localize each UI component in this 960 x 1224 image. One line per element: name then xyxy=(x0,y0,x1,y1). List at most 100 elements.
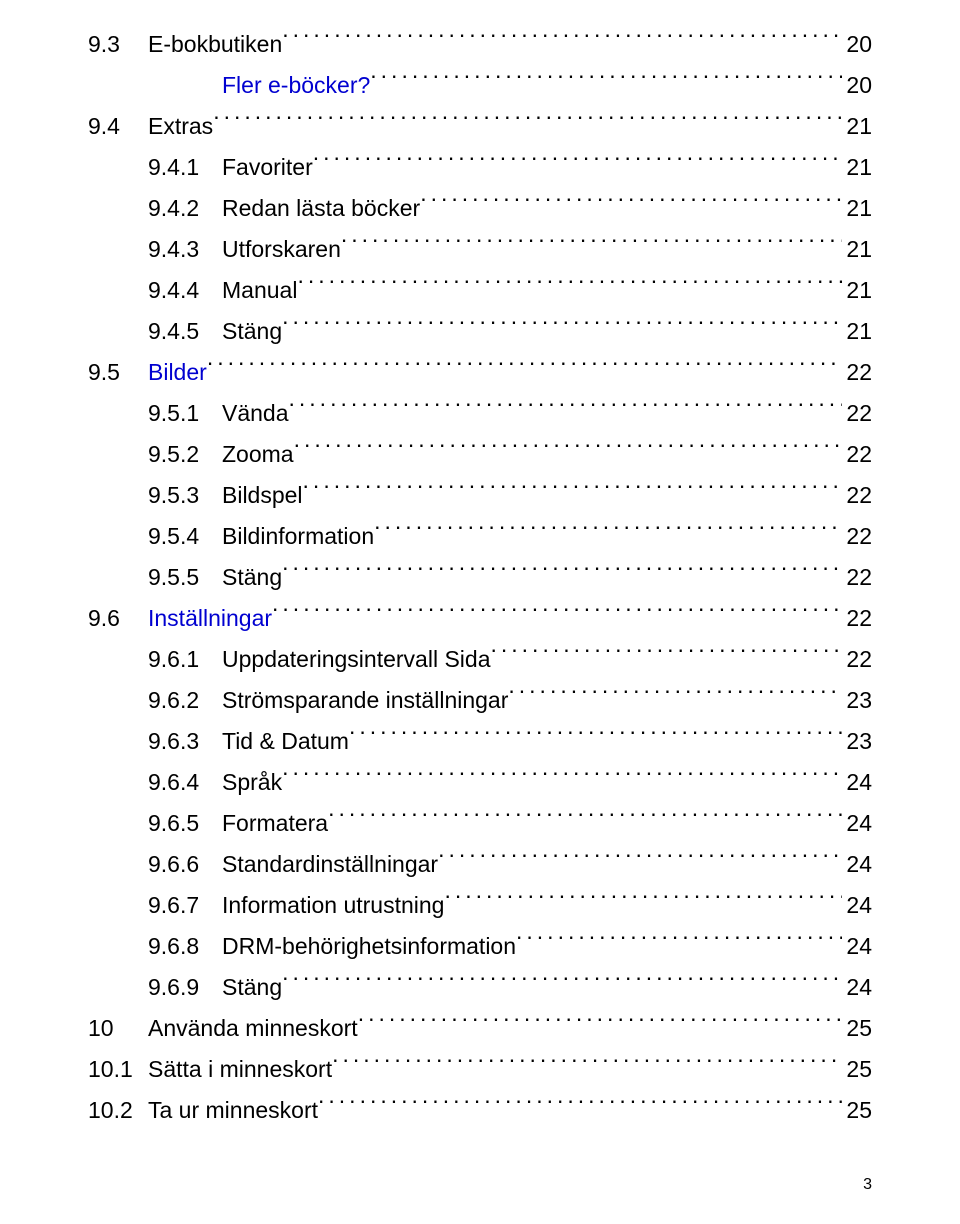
toc-leader-dots xyxy=(438,849,842,872)
toc-entry[interactable]: 9.6Inställningar 22 xyxy=(88,598,872,639)
toc-entry-page: 24 xyxy=(842,885,872,926)
toc-entry-page: 24 xyxy=(842,967,872,1008)
toc-entry-title: Utforskaren xyxy=(222,229,341,270)
toc-leader-dots xyxy=(207,357,843,380)
toc-entry[interactable]: 9.5.4Bildinformation 22 xyxy=(88,516,872,557)
toc-leader-dots xyxy=(282,767,842,790)
toc-entry-title: Tid & Datum xyxy=(222,721,349,762)
toc-entry[interactable]: 9.4.2Redan lästa böcker 21 xyxy=(88,188,872,229)
toc-entry[interactable]: 10.2Ta ur minneskort 25 xyxy=(88,1090,872,1131)
toc-entry-number: 9.6.7 xyxy=(148,885,222,926)
toc-entry-title: Stäng xyxy=(222,311,282,352)
toc-leader-dots xyxy=(328,808,842,831)
toc-entry[interactable]: 9.6.9Stäng 24 xyxy=(88,967,872,1008)
toc-leader-dots xyxy=(358,1013,843,1036)
toc-entry-title: Ta ur minneskort xyxy=(148,1090,318,1131)
toc-entry[interactable]: 9.5.2Zooma 22 xyxy=(88,434,872,475)
toc-entry[interactable]: 9.4.1Favoriter 21 xyxy=(88,147,872,188)
toc-entry-title: Manual xyxy=(222,270,297,311)
toc-leader-dots xyxy=(370,70,842,93)
toc-entry-page: 22 xyxy=(842,352,872,393)
toc-entry[interactable]: 9.6.5Formatera 24 xyxy=(88,803,872,844)
toc-entry[interactable]: 9.6.1Uppdateringsintervall Sida 22 xyxy=(88,639,872,680)
toc-entry-number: 9.5.4 xyxy=(148,516,222,557)
toc-leader-dots xyxy=(341,234,843,257)
toc-entry[interactable]: 9.5Bilder 22 xyxy=(88,352,872,393)
toc-leader-dots xyxy=(303,480,843,503)
toc-entry-title: Uppdateringsintervall Sida xyxy=(222,639,491,680)
toc-entry-number: 9.4.4 xyxy=(148,270,222,311)
toc-entry-title: Standardinställningar xyxy=(222,844,438,885)
table-of-contents: 9.3E-bokbutiken 20Fler e-böcker? 209.4Ex… xyxy=(88,0,872,1131)
toc-entry-number: 9.5 xyxy=(88,352,148,393)
toc-entry-title: Information utrustning xyxy=(222,885,444,926)
toc-entry-page: 25 xyxy=(842,1049,872,1090)
toc-entry-number: 10.1 xyxy=(88,1049,148,1090)
toc-entry-number: 9.4.1 xyxy=(148,147,222,188)
toc-leader-dots xyxy=(420,193,842,216)
toc-leader-dots xyxy=(282,972,842,995)
toc-leader-dots xyxy=(491,644,843,667)
toc-entry-number: 9.6.2 xyxy=(148,680,222,721)
toc-leader-dots xyxy=(282,562,842,585)
toc-entry[interactable]: 9.5.3Bildspel 22 xyxy=(88,475,872,516)
toc-entry-title: Inställningar xyxy=(148,598,272,639)
toc-entry[interactable]: 9.5.1Vända 22 xyxy=(88,393,872,434)
toc-entry[interactable]: 9.6.3Tid & Datum 23 xyxy=(88,721,872,762)
toc-entry-number: 9.6.4 xyxy=(148,762,222,803)
toc-entry-title: Använda minneskort xyxy=(148,1008,358,1049)
toc-entry-number: 9.6.1 xyxy=(148,639,222,680)
toc-entry[interactable]: 9.6.2Strömsparande inställningar 23 xyxy=(88,680,872,721)
toc-entry[interactable]: 9.4Extras 21 xyxy=(88,106,872,147)
toc-entry-number: 9.6.5 xyxy=(148,803,222,844)
toc-entry-page: 21 xyxy=(842,188,872,229)
toc-entry-page: 23 xyxy=(842,680,872,721)
toc-leader-dots xyxy=(282,316,842,339)
toc-entry-page: 24 xyxy=(842,803,872,844)
toc-entry-number: 9.5.5 xyxy=(148,557,222,598)
toc-leader-dots xyxy=(508,685,842,708)
toc-entry[interactable]: Fler e-böcker? 20 xyxy=(88,65,872,106)
toc-entry[interactable]: 9.6.7Information utrustning 24 xyxy=(88,885,872,926)
toc-entry-page: 22 xyxy=(842,557,872,598)
toc-leader-dots xyxy=(272,603,842,626)
toc-leader-dots xyxy=(294,439,843,462)
toc-entry-page: 21 xyxy=(842,270,872,311)
toc-entry[interactable]: 10Använda minneskort 25 xyxy=(88,1008,872,1049)
toc-entry-number: 9.4 xyxy=(88,106,148,147)
toc-entry-number: 9.6.9 xyxy=(148,967,222,1008)
toc-entry-page: 21 xyxy=(842,229,872,270)
toc-entry[interactable]: 9.6.8DRM-behörighetsinformation 24 xyxy=(88,926,872,967)
toc-entry-page: 20 xyxy=(842,65,872,106)
toc-leader-dots xyxy=(289,398,843,421)
toc-entry[interactable]: 9.6.4Språk 24 xyxy=(88,762,872,803)
toc-entry[interactable]: 9.5.5Stäng 22 xyxy=(88,557,872,598)
toc-entry-number: 10.2 xyxy=(88,1090,148,1131)
toc-leader-dots xyxy=(282,29,842,52)
toc-entry-number: 9.6.6 xyxy=(148,844,222,885)
toc-entry-page: 22 xyxy=(842,475,872,516)
toc-entry[interactable]: 9.3E-bokbutiken 20 xyxy=(88,24,872,65)
toc-entry[interactable]: 9.4.3Utforskaren 21 xyxy=(88,229,872,270)
toc-entry-page: 25 xyxy=(842,1008,872,1049)
toc-entry-title: Zooma xyxy=(222,434,294,475)
toc-entry-number: 9.4.5 xyxy=(148,311,222,352)
toc-leader-dots xyxy=(313,152,843,175)
toc-entry-title: Strömsparande inställningar xyxy=(222,680,508,721)
toc-entry-page: 22 xyxy=(842,598,872,639)
toc-entry[interactable]: 10.1Sätta i minneskort 25 xyxy=(88,1049,872,1090)
toc-entry-number: 9.6 xyxy=(88,598,148,639)
toc-entry[interactable]: 9.4.4Manual 21 xyxy=(88,270,872,311)
toc-entry-page: 21 xyxy=(842,106,872,147)
toc-leader-dots xyxy=(332,1054,842,1077)
toc-entry-title: Vända xyxy=(222,393,289,434)
toc-entry-page: 21 xyxy=(842,311,872,352)
toc-entry-title: E-bokbutiken xyxy=(148,24,282,65)
toc-leader-dots xyxy=(318,1095,842,1118)
toc-entry-page: 24 xyxy=(842,926,872,967)
toc-entry[interactable]: 9.4.5Stäng 21 xyxy=(88,311,872,352)
toc-entry-number: 9.6.8 xyxy=(148,926,222,967)
toc-entry-title: Bildinformation xyxy=(222,516,374,557)
toc-entry[interactable]: 9.6.6Standardinställningar 24 xyxy=(88,844,872,885)
toc-entry-title: Sätta i minneskort xyxy=(148,1049,332,1090)
